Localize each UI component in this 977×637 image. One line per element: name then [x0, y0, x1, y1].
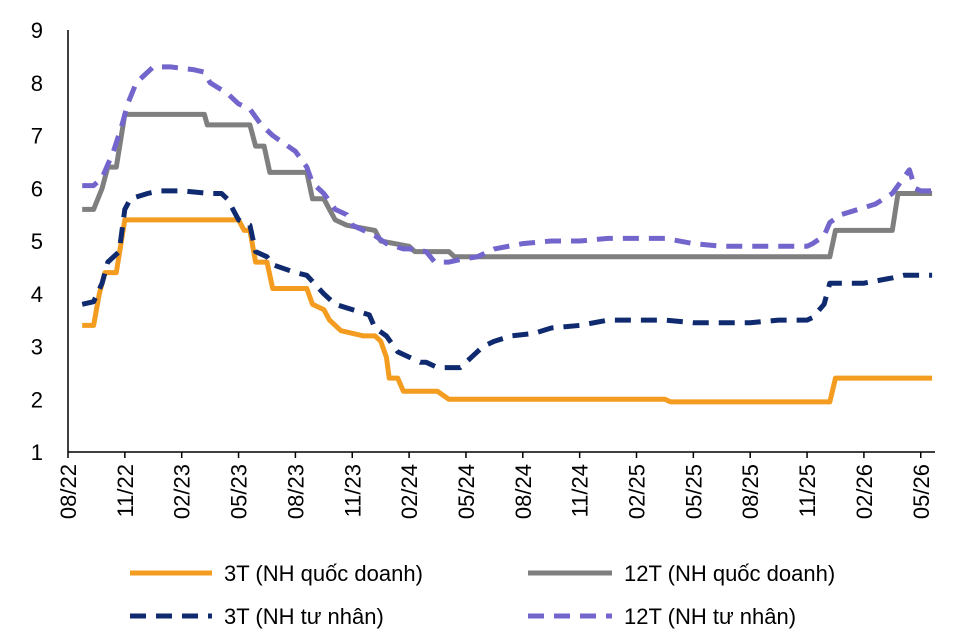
x-tick-label: 08/23	[283, 464, 308, 519]
x-tick-label: 05/24	[454, 464, 479, 519]
y-tick-label: 6	[31, 176, 43, 201]
series-line-4	[82, 64, 933, 265]
x-tick-label: 11/22	[113, 464, 138, 517]
legend: 3T (NH quốc doanh) 12T (NH quốc doanh) 3T …	[130, 561, 835, 629]
x-tick-label: 11/24	[568, 464, 593, 517]
y-tick-label: 3	[31, 335, 43, 360]
y-tick-label: 8	[31, 71, 43, 96]
y-tick-label: 7	[31, 124, 43, 149]
legend-label: 12T (NH tư nhân)	[624, 604, 796, 629]
series-line-3	[81, 188, 933, 371]
legend-label: 3T (NH tư nhân)	[224, 604, 384, 629]
series-line-2	[82, 111, 933, 260]
x-tick-label: 05/25	[681, 464, 706, 519]
y-tick-label: 2	[31, 387, 43, 412]
axes: 1 2 3 4 5 6 7 8 9 08/22 11/22 02/23 05/23 08/23 11/23 0…	[31, 18, 935, 519]
y-tick-label: 9	[31, 18, 43, 43]
y-tick-label: 1	[31, 440, 43, 465]
y-tick-label: 5	[31, 229, 43, 254]
x-tick-label: 02/24	[397, 464, 422, 519]
x-tick-label: 02/25	[625, 464, 650, 519]
x-tick-label: 11/23	[340, 464, 365, 517]
legend-label: 3T (NH quốc doanh)	[224, 561, 423, 586]
series-lines	[81, 64, 933, 405]
legend-label: 12T (NH quốc doanh)	[624, 561, 835, 586]
x-tick-label: 08/24	[511, 464, 536, 519]
x-tick-label: 05/26	[909, 464, 934, 519]
y-tick-label: 4	[31, 282, 43, 307]
series-line-1	[82, 217, 933, 405]
x-tick-label: 02/26	[852, 464, 877, 519]
x-tick-label: 05/23	[227, 464, 252, 519]
x-tick-label: 11/25	[795, 464, 820, 517]
x-tick-label: 08/22	[56, 464, 81, 519]
x-tick-label: 08/25	[738, 464, 763, 519]
x-tick-label: 02/23	[170, 464, 195, 519]
